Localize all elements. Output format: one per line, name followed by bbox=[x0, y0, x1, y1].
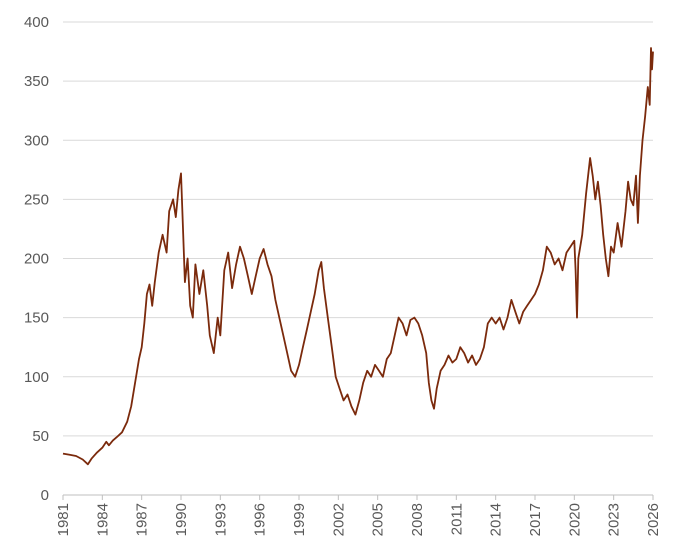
y-tick-label: 0 bbox=[41, 487, 49, 504]
y-tick-label: 200 bbox=[24, 251, 49, 268]
y-tick-label: 250 bbox=[24, 191, 49, 208]
x-tick-label: 2017 bbox=[527, 503, 544, 536]
x-tick-label: 2020 bbox=[566, 503, 583, 536]
y-tick-label: 400 bbox=[24, 14, 49, 31]
x-axis bbox=[62, 494, 654, 500]
series-group bbox=[62, 47, 654, 466]
x-tick-label: 1996 bbox=[252, 503, 269, 536]
x-tick-label: 1987 bbox=[134, 503, 151, 536]
x-tick-label: 2008 bbox=[409, 503, 426, 536]
x-tick-label: 2002 bbox=[330, 503, 347, 536]
y-tick-label: 350 bbox=[24, 73, 49, 90]
x-tick-label: 1981 bbox=[55, 503, 72, 536]
y-tick-label: 100 bbox=[24, 369, 49, 386]
y-tick-label: 150 bbox=[24, 310, 49, 327]
gridlines bbox=[63, 21, 653, 437]
y-tick-label: 300 bbox=[24, 132, 49, 149]
x-tick-label: 2026 bbox=[645, 503, 662, 536]
y-tick-label: 50 bbox=[32, 428, 49, 445]
x-tick-label: 2011 bbox=[448, 503, 465, 535]
x-tick-label: 2005 bbox=[370, 503, 387, 536]
x-tick-label: 1984 bbox=[94, 503, 111, 536]
x-tick-label: 2014 bbox=[488, 503, 505, 536]
x-tick-label: 1990 bbox=[173, 503, 190, 536]
x-tick-label: 1993 bbox=[212, 503, 229, 536]
series-line bbox=[62, 47, 654, 466]
x-tick-label: 1999 bbox=[291, 503, 308, 536]
x-tick-label: 2023 bbox=[606, 503, 623, 536]
x-axis-tick-labels: 1981 1984 1987 1990 1993 1996 1999 2002 2005 2008… bbox=[55, 503, 662, 536]
y-axis-tick-labels: 0 50 100 150 200 250 300 350 400 bbox=[24, 14, 49, 504]
